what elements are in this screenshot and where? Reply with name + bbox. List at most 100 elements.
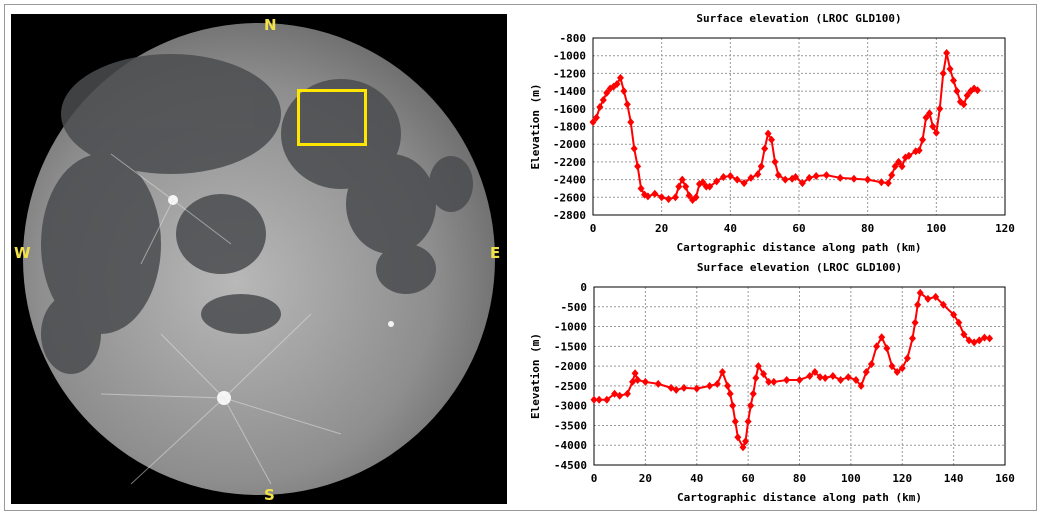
data-point-marker: [590, 395, 598, 404]
data-point-marker: [596, 103, 604, 112]
x-tick-label: 0: [590, 222, 597, 235]
x-tick-label: 0: [591, 472, 598, 485]
data-point-marker: [960, 330, 968, 339]
chart-title: Surface elevation (LROC GLD100): [697, 261, 902, 274]
x-tick-label: 100: [926, 222, 946, 235]
data-point-marker: [943, 49, 951, 58]
data-point-marker: [812, 172, 820, 181]
data-point-marker: [733, 175, 741, 184]
data-point-marker: [685, 191, 693, 200]
data-point-marker: [911, 318, 919, 327]
data-point-marker: [883, 344, 891, 353]
data-point-marker: [836, 173, 844, 182]
south-label: S: [264, 486, 275, 504]
data-point-marker: [747, 173, 755, 182]
data-point-marker: [644, 192, 652, 201]
window-frame: [4, 4, 1037, 511]
data-point-marker: [678, 175, 686, 184]
data-point-marker: [915, 146, 923, 155]
data-point-marker: [805, 173, 813, 182]
y-tick-label: -2600: [553, 191, 586, 204]
data-point-marker: [631, 369, 639, 378]
data-point-marker: [742, 437, 750, 446]
data-point-marker: [630, 144, 638, 153]
moon-image-panel[interactable]: N S W E: [11, 14, 507, 504]
x-tick-label: 120: [995, 222, 1015, 235]
data-point-marker: [924, 294, 932, 303]
data-point-marker: [884, 179, 892, 188]
data-point-marker: [939, 300, 947, 309]
data-point-marker: [867, 360, 875, 369]
y-tick-label: -2400: [553, 174, 586, 187]
data-point-marker: [936, 104, 944, 113]
maria: [41, 54, 473, 374]
data-point-marker: [754, 362, 762, 371]
data-point-marker: [613, 80, 621, 89]
data-point-marker: [623, 100, 631, 109]
data-point-marker: [749, 389, 757, 398]
data-point-marker: [713, 177, 721, 186]
data-point-marker: [901, 153, 909, 162]
y-axis-label: Elevation (m): [530, 83, 542, 169]
data-point-marker: [932, 292, 940, 301]
crater-rays: [100, 153, 342, 485]
data-point-marker: [956, 97, 964, 106]
data-point-marker: [919, 135, 927, 144]
data-point-marker: [932, 128, 940, 137]
data-point-marker: [953, 87, 961, 96]
data-point-marker: [757, 162, 765, 171]
data-point-marker: [806, 372, 814, 380]
y-tick-label: -1500: [554, 340, 587, 353]
data-point-marker: [658, 193, 666, 202]
x-tick-label: 60: [792, 222, 805, 235]
data-point-marker: [760, 370, 768, 379]
data-point-marker: [852, 375, 860, 384]
y-tick-label: -1000: [554, 321, 587, 334]
data-point-marker: [752, 373, 760, 382]
data-point-marker: [603, 395, 611, 404]
chart-title: Surface elevation (LROC GLD100): [696, 12, 901, 25]
data-point-marker: [792, 172, 800, 181]
y-tick-label: -2000: [553, 138, 586, 151]
x-tick-label: 20: [639, 472, 652, 485]
data-point-marker: [774, 171, 782, 180]
elevation-series-line: [594, 291, 990, 450]
data-point-marker: [706, 182, 714, 191]
data-point-marker: [955, 318, 963, 327]
x-tick-label: 80: [793, 472, 806, 485]
elevation-chart-2: Surface elevation (LROC GLD100) 0 20 40 60 80…: [530, 261, 1015, 504]
moon-image: [23, 23, 495, 495]
x-tick-label: 40: [690, 472, 703, 485]
data-point-marker: [718, 368, 726, 377]
y-tick-label: -1400: [553, 85, 586, 98]
data-point-marker: [960, 100, 968, 109]
data-point-marker: [857, 381, 865, 390]
y-tick-label: 0: [580, 281, 587, 294]
x-tick-label: 60: [742, 472, 755, 485]
data-point-marker: [771, 157, 779, 166]
data-point-marker: [796, 375, 803, 384]
data-point-marker: [950, 310, 958, 319]
y-tick-label: -2200: [553, 156, 586, 169]
data-point-marker: [878, 333, 886, 342]
data-point-marker: [783, 375, 791, 384]
data-point-marker: [692, 193, 700, 202]
y-tick-label: -2800: [553, 209, 586, 222]
x-axis-label: Cartographic distance along path (km): [676, 241, 921, 254]
data-point-marker: [726, 172, 734, 181]
x-tick-label: 160: [995, 472, 1015, 485]
selection-rectangle[interactable]: [297, 89, 367, 146]
data-point-marker: [634, 162, 642, 171]
data-point-marker: [939, 69, 947, 78]
data-point-marker: [916, 288, 924, 297]
data-point-marker: [637, 184, 645, 193]
data-point-marker: [925, 109, 933, 118]
data-point-marker: [768, 135, 776, 144]
data-point-marker: [877, 178, 885, 187]
data-point-marker: [724, 381, 732, 390]
data-point-marker: [699, 178, 707, 187]
x-axis-label: Cartographic distance along path (km): [677, 491, 922, 504]
data-point-marker: [850, 174, 858, 183]
data-point-marker: [754, 170, 762, 179]
data-point-marker: [895, 157, 903, 166]
